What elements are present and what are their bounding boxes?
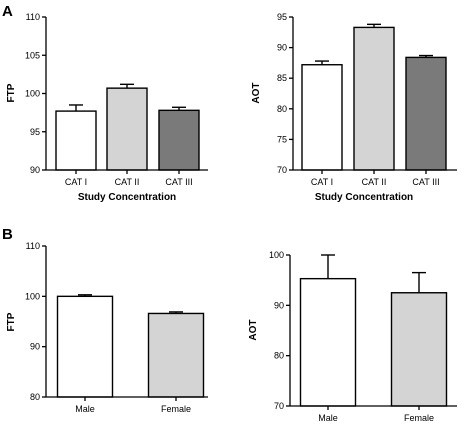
category-label: Female [161,404,191,414]
bar-cat-ii [353,26,395,171]
y-axis-label: AOT [251,82,262,103]
category-label: CAT II [362,177,387,187]
bar-female [147,312,205,398]
chart-ftp-concentration: 90 95 100 105 110 CAT I CAT II CAT III FTP Study … [6,12,208,203]
y-tick-label: 75 [277,134,287,144]
category-label: Male [318,413,338,423]
y-tick-label: 80 [274,351,284,361]
bar-cat-i [301,64,343,171]
y-axis-label: FTP [6,83,17,102]
bar-cat-ii [106,87,148,171]
chart-aot-sex: 70 80 90 100 Male Female AOT [248,250,457,423]
panel-label-b: B [2,226,13,243]
chart-ftp-sex: 80 90 100 110 Male Female FTP [6,241,208,414]
bar-cat-iii [405,56,447,171]
y-tick-label: 90 [277,43,287,53]
category-label: CAT I [311,177,333,187]
category-label: CAT I [65,177,87,187]
bar-male [299,277,357,407]
y-tick-label: 80 [30,392,40,402]
y-tick-label: 70 [274,401,284,411]
y-tick-label: 90 [274,300,284,310]
category-label: CAT III [165,177,192,187]
chart-aot-concentration: 70 75 80 85 90 95 CAT I CAT II CAT III AOT Study C… [251,12,457,203]
bar-female [390,292,448,407]
category-label: CAT III [412,177,439,187]
y-tick-label: 100 [25,89,40,99]
y-tick-label: 110 [26,241,40,251]
y-tick-label: 90 [30,165,40,175]
y-tick-label: 95 [277,12,287,22]
y-axis-label: AOT [248,319,259,340]
y-tick-label: 100 [25,291,40,301]
y-tick-label: 110 [26,12,40,22]
category-label: CAT II [115,177,140,187]
category-label: Female [404,413,434,423]
x-axis-label: Study Concentration [78,192,176,203]
y-tick-label: 90 [30,342,40,352]
y-tick-label: 100 [269,250,284,260]
y-tick-label: 70 [277,165,287,175]
panel-label-a: A [2,3,13,20]
x-axis-label: Study Concentration [315,192,413,203]
bar-cat-iii [158,109,200,171]
bar-male [56,295,114,398]
y-tick-label: 80 [277,104,287,114]
bar-cat-i [55,110,97,171]
y-tick-label: 105 [25,50,40,60]
y-axis-label: FTP [6,312,17,331]
category-label: Male [75,404,95,414]
y-tick-label: 95 [30,127,40,137]
y-tick-label: 85 [277,73,287,83]
